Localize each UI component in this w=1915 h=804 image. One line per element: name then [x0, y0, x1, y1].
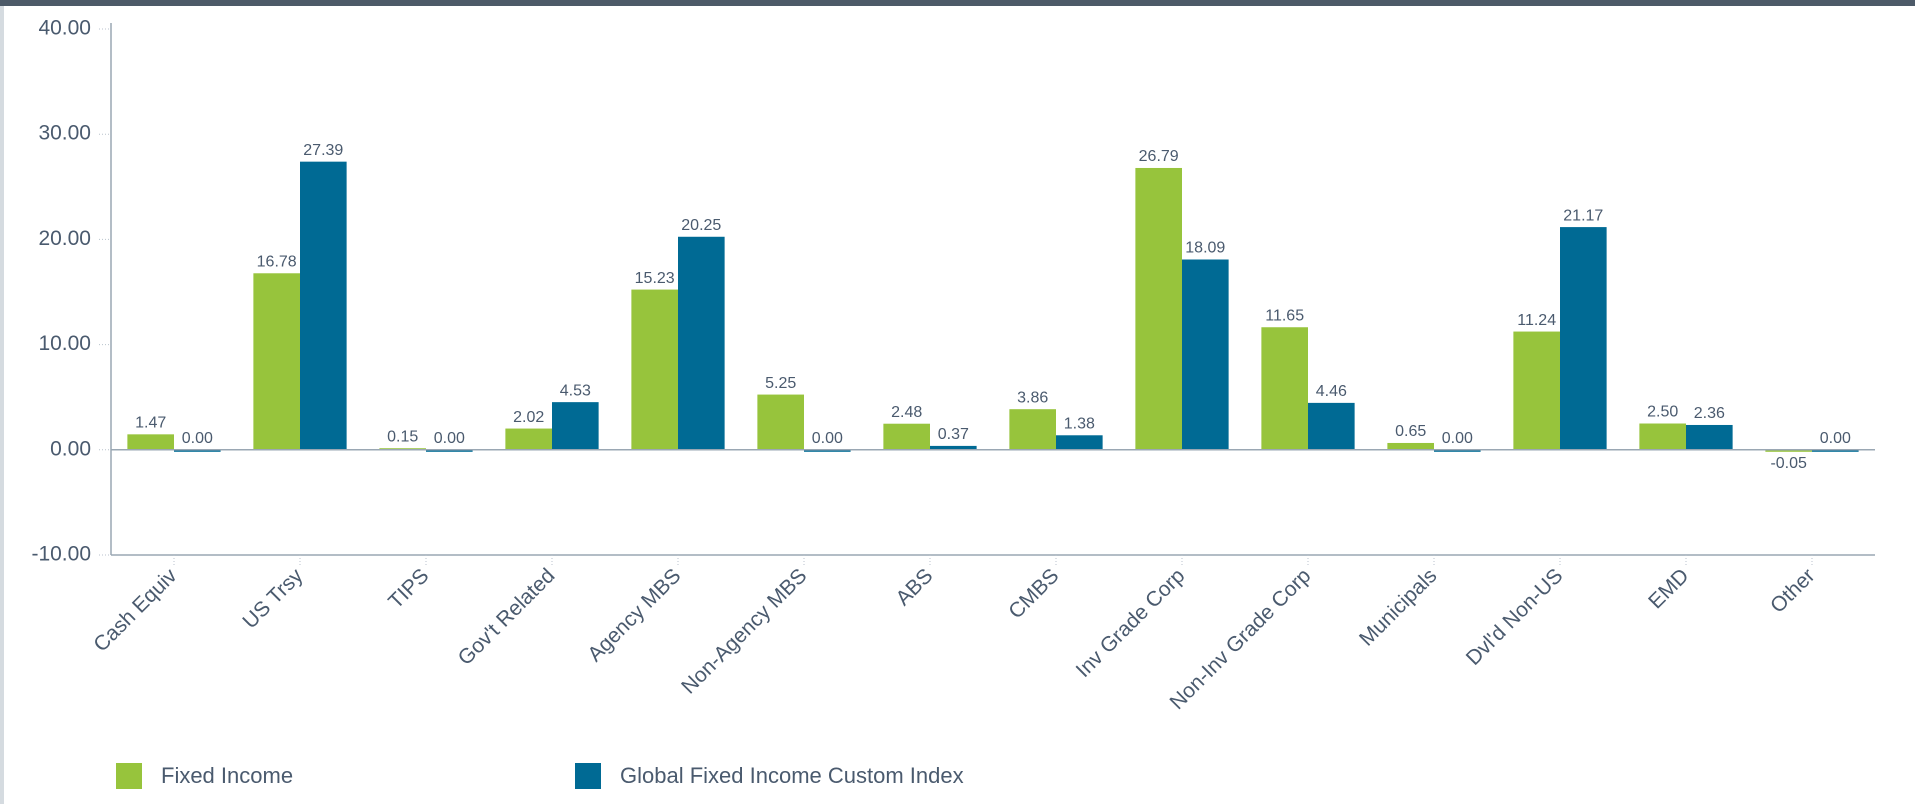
value-label: 1.38 — [1064, 416, 1095, 433]
y-tick-label: 0.00 — [50, 437, 91, 460]
value-label: 27.39 — [303, 142, 343, 159]
legend-label: Fixed Income — [161, 763, 293, 788]
x-tick-label: Dvl'd Non-US — [1462, 564, 1568, 670]
value-label: 3.86 — [1017, 389, 1048, 406]
x-tick-label: Non-Agency MBS — [677, 564, 811, 698]
x-tick-label: Cash Equiv — [89, 564, 182, 657]
value-label: 2.48 — [891, 404, 922, 421]
bar — [552, 402, 599, 450]
bar — [631, 289, 678, 450]
value-label: 15.23 — [635, 270, 675, 287]
top-border — [0, 0, 1915, 6]
value-label: 4.46 — [1316, 383, 1347, 400]
x-tick-label: ABS — [891, 564, 937, 610]
bar — [1434, 449, 1481, 452]
value-label: 0.00 — [434, 430, 465, 447]
bar — [757, 394, 804, 450]
bar — [174, 449, 221, 452]
x-tick-label: Non-Inv Grade Corp — [1165, 564, 1315, 714]
x-tick-label: Inv Grade Corp — [1072, 564, 1190, 682]
bar — [426, 449, 473, 452]
value-label: -0.05 — [1770, 455, 1807, 472]
y-tick-label: -10.00 — [31, 543, 91, 566]
value-label: 18.09 — [1185, 240, 1225, 257]
x-tick-label: TIPS — [384, 564, 433, 613]
value-label: 1.47 — [135, 415, 166, 432]
bar — [1387, 442, 1434, 450]
y-tick-label: 10.00 — [38, 332, 91, 355]
y-tick-label: 20.00 — [38, 227, 91, 250]
bar — [505, 428, 552, 450]
bar — [1056, 435, 1103, 450]
x-tick-label: EMD — [1644, 564, 1693, 613]
bar — [1135, 167, 1182, 450]
value-label: 0.00 — [812, 430, 843, 447]
bar — [1686, 424, 1733, 450]
bar — [804, 449, 851, 452]
x-tick-label: Other — [1766, 564, 1819, 617]
bar — [1182, 259, 1229, 450]
value-label: 2.36 — [1694, 405, 1725, 422]
value-label: 0.15 — [387, 428, 418, 445]
value-label: 16.78 — [257, 253, 297, 270]
value-label: 2.02 — [513, 409, 544, 426]
value-label: 21.17 — [1563, 207, 1603, 224]
value-label: 4.53 — [560, 382, 591, 399]
value-label: 0.00 — [1820, 430, 1851, 447]
bar — [127, 434, 174, 450]
value-label: 0.00 — [1442, 430, 1473, 447]
value-label: 11.65 — [1265, 307, 1304, 324]
value-label: 0.65 — [1395, 423, 1426, 440]
value-label: 5.25 — [765, 375, 796, 392]
bar — [883, 423, 930, 450]
value-label: 20.25 — [681, 217, 721, 234]
value-label: 26.79 — [1139, 148, 1179, 165]
value-label: 0.00 — [182, 430, 213, 447]
x-tick-label: US Trsy — [238, 564, 307, 633]
x-tick-label: Municipals — [1355, 564, 1441, 650]
legend-swatch — [575, 763, 601, 789]
value-label: 11.24 — [1517, 312, 1556, 329]
bar — [1308, 402, 1355, 450]
value-label: 2.50 — [1647, 404, 1678, 421]
y-tick-label: 40.00 — [38, 17, 91, 40]
bar — [1261, 327, 1308, 450]
legend-swatch — [116, 763, 142, 789]
y-tick-label: 30.00 — [38, 122, 91, 145]
bar — [1513, 331, 1560, 450]
bar — [1765, 449, 1812, 452]
bar — [253, 273, 300, 450]
bar — [678, 236, 725, 450]
bar — [1639, 423, 1686, 450]
x-tick-label: CMBS — [1004, 564, 1063, 623]
left-border — [0, 6, 4, 804]
bar — [1560, 227, 1607, 450]
bar — [300, 161, 347, 450]
bar — [1009, 409, 1056, 450]
bar — [1812, 449, 1859, 452]
legend-label: Global Fixed Income Custom Index — [620, 763, 964, 788]
value-label: 0.37 — [938, 426, 969, 443]
x-tick-label: Gov't Related — [454, 564, 560, 670]
bar — [930, 445, 977, 450]
x-tick-label: Agency MBS — [583, 564, 685, 666]
